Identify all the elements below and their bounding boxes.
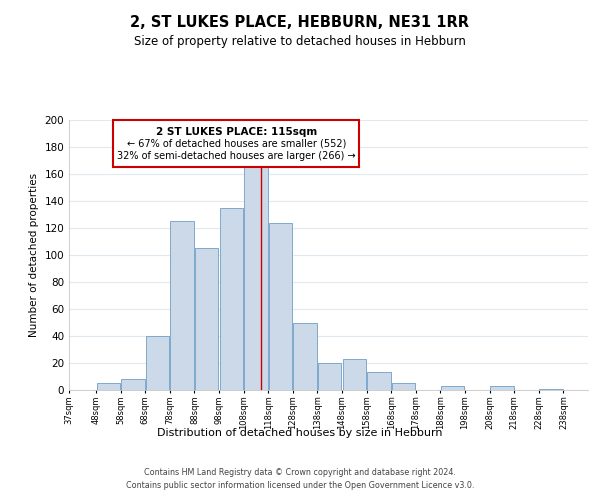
Text: Contains public sector information licensed under the Open Government Licence v3: Contains public sector information licen…: [126, 480, 474, 490]
Bar: [220, 208, 243, 390]
Bar: [97, 383, 120, 390]
Bar: [318, 363, 341, 390]
Text: 2, ST LUKES PLACE, HEBBURN, NE31 1RR: 2, ST LUKES PLACE, HEBBURN, NE31 1RR: [131, 15, 470, 30]
Bar: [121, 379, 145, 390]
Text: ← 67% of detached houses are smaller (552): ← 67% of detached houses are smaller (55…: [127, 139, 346, 149]
Y-axis label: Number of detached properties: Number of detached properties: [29, 173, 39, 337]
Bar: [244, 164, 268, 390]
Text: Contains HM Land Registry data © Crown copyright and database right 2024.: Contains HM Land Registry data © Crown c…: [144, 468, 456, 477]
Bar: [490, 386, 514, 390]
Text: 32% of semi-detached houses are larger (266) →: 32% of semi-detached houses are larger (…: [117, 151, 356, 161]
Text: Size of property relative to detached houses in Hebburn: Size of property relative to detached ho…: [134, 34, 466, 48]
Bar: [146, 336, 169, 390]
Bar: [367, 372, 391, 390]
Bar: [392, 383, 415, 390]
FancyBboxPatch shape: [113, 120, 359, 167]
Text: Distribution of detached houses by size in Hebburn: Distribution of detached houses by size …: [157, 428, 443, 438]
Bar: [441, 386, 464, 390]
Bar: [170, 221, 194, 390]
Bar: [269, 222, 292, 390]
Bar: [293, 322, 317, 390]
Bar: [195, 248, 218, 390]
Text: 2 ST LUKES PLACE: 115sqm: 2 ST LUKES PLACE: 115sqm: [155, 126, 317, 136]
Bar: [539, 388, 563, 390]
Bar: [343, 359, 366, 390]
